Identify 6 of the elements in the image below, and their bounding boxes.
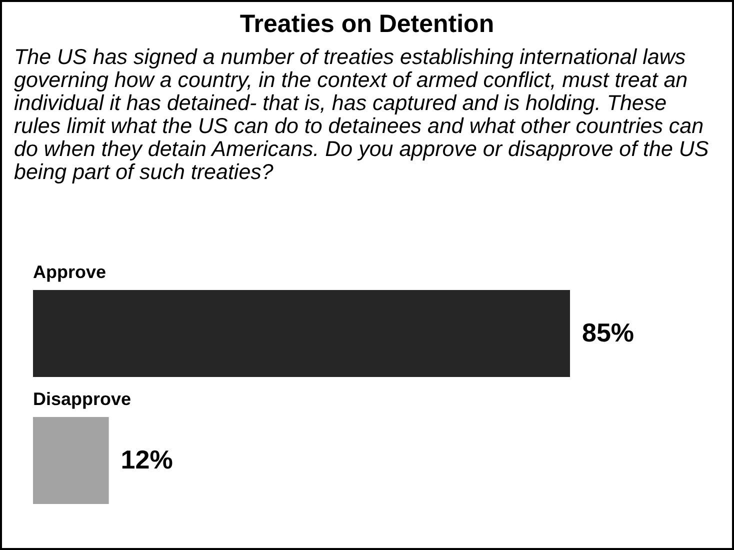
data-label: 85% — [582, 318, 634, 348]
chart-subtitle: The US has signed a number of treaties establishing international laws governing how a country, in the context of armed conflict, must treat an individual it has detained- that is, has captured and is holding. These rules limit what the US can do to detainees and what other countries can do when they detain Americans. Do you approve or disapprove of the US being part of such treaties? — [14, 45, 710, 184]
y-tick-label: Disapprove — [33, 389, 132, 409]
data-label: 12% — [120, 444, 173, 474]
chart-title: Treaties on Detention — [238, 10, 496, 39]
y-tick-label: Approve — [33, 262, 106, 282]
